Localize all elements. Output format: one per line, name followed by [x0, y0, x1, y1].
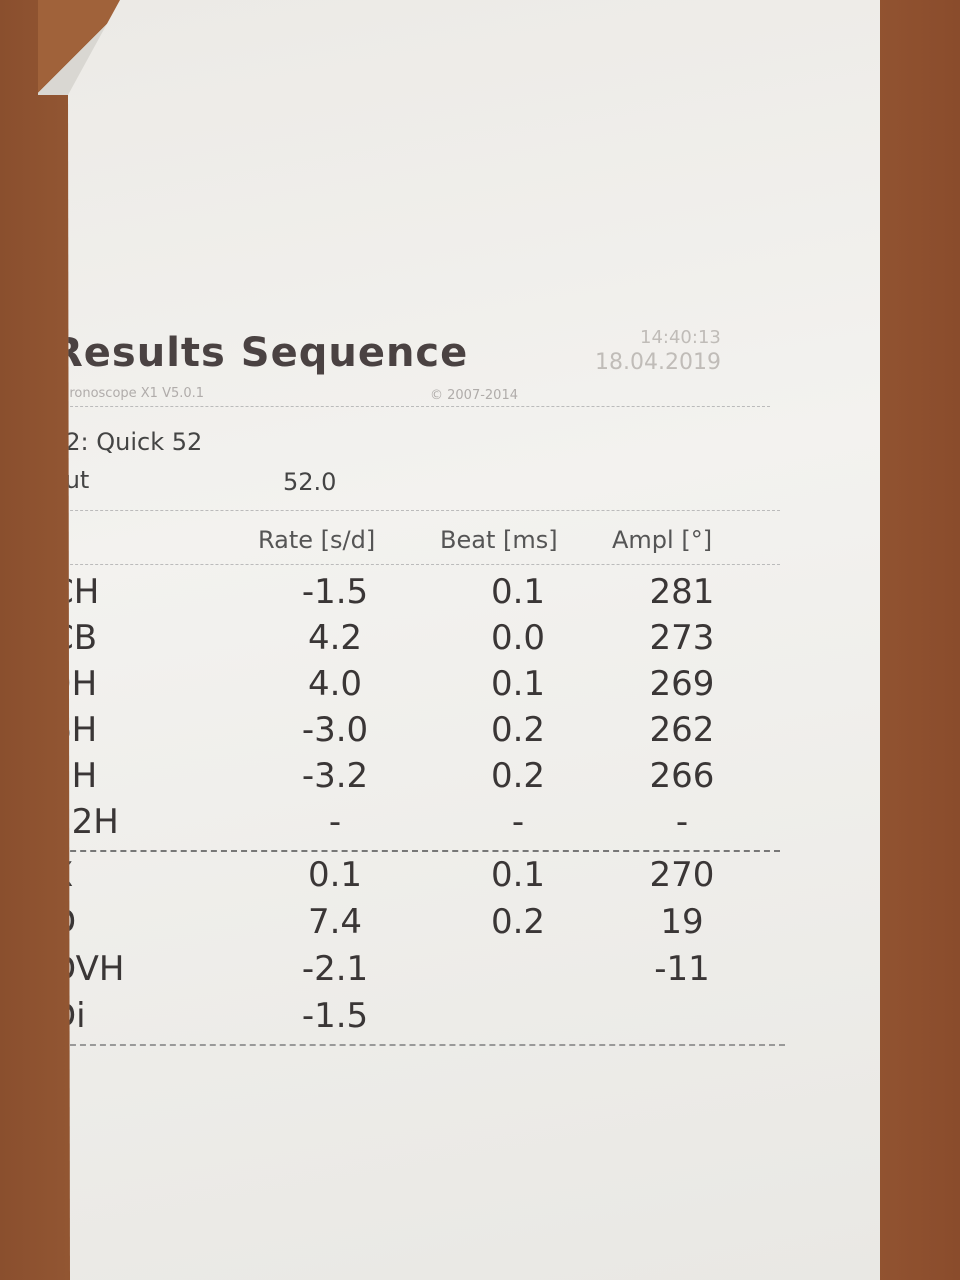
- beat-value: 0.1: [490, 664, 546, 704]
- rate-value: 0.1: [307, 855, 363, 895]
- ampl-value: 19: [660, 902, 704, 942]
- ampl-value: 270: [649, 855, 715, 895]
- row-label: 12H: [50, 802, 119, 842]
- column-header-ampl: Ampl [°]: [612, 526, 713, 554]
- ampl-value: 266: [649, 756, 715, 796]
- row-label: CB: [50, 618, 98, 658]
- copyright: © 2007-2014: [430, 388, 518, 403]
- date: 18.04.2019: [595, 350, 721, 375]
- rate-value: 7.4: [307, 902, 363, 942]
- ampl-value: 273: [649, 618, 715, 658]
- beat-value: 0.0: [490, 618, 546, 658]
- row-label: DVH: [50, 949, 125, 989]
- beat-value: 0.1: [490, 572, 546, 612]
- ampl-value: 281: [649, 572, 715, 612]
- row-label: Di: [50, 996, 86, 1036]
- beat-value: 0.2: [490, 902, 546, 942]
- receipt-title: Results Sequence: [52, 330, 469, 376]
- rate-value: 4.0: [307, 664, 363, 704]
- rate-value: 4.2: [307, 618, 363, 658]
- column-header-rate: Rate [s/d]: [258, 526, 376, 554]
- beat-value: -: [511, 802, 525, 842]
- beat-value: 0.2: [490, 756, 546, 796]
- row-label: 9H: [50, 664, 98, 704]
- rate-value: -: [328, 802, 342, 842]
- rate-value: -1.5: [301, 572, 369, 612]
- row-label: X: [50, 855, 74, 895]
- rate-value: -2.1: [301, 949, 369, 989]
- rate-value: -3.0: [301, 710, 369, 750]
- row-label: D: [50, 902, 77, 942]
- lift-value: 52.0: [283, 468, 337, 496]
- software-version: Chronoscope X1 V5.0.1: [52, 386, 205, 401]
- ampl-value: 269: [649, 664, 715, 704]
- program-name: 52: Quick 52: [50, 428, 203, 456]
- ampl-value: 262: [649, 710, 715, 750]
- row-label: CH: [50, 572, 100, 612]
- lift-label: aut: [50, 466, 90, 494]
- ampl-value: -11: [654, 949, 710, 989]
- beat-value: 0.1: [490, 855, 546, 895]
- column-header-beat: Beat [ms]: [440, 526, 558, 554]
- beat-value: 0.2: [490, 710, 546, 750]
- time: 14:40:13: [640, 327, 721, 348]
- receipt: Results Sequence Chronoscope X1 V5.0.1 ©…: [50, 0, 880, 1280]
- row-label: 6H: [50, 710, 98, 750]
- row-label: 3H: [50, 756, 98, 796]
- rate-value: -1.5: [301, 996, 369, 1036]
- ampl-value: -: [675, 802, 689, 842]
- rate-value: -3.2: [301, 756, 369, 796]
